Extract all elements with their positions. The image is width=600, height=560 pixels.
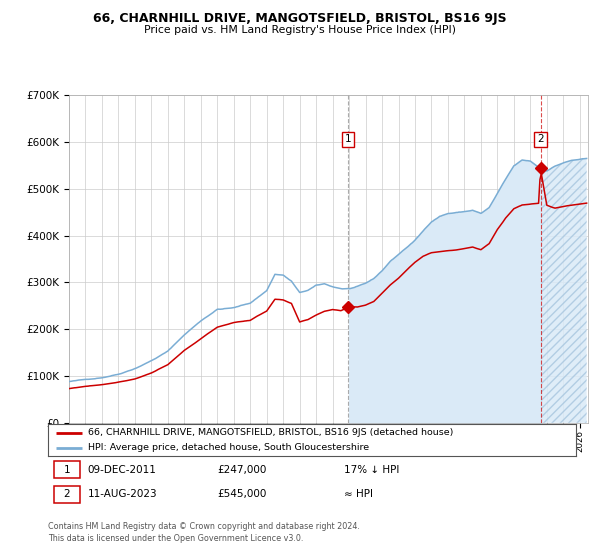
Text: £247,000: £247,000 (217, 465, 266, 475)
Text: 11-AUG-2023: 11-AUG-2023 (88, 489, 157, 500)
Text: 09-DEC-2011: 09-DEC-2011 (88, 465, 157, 475)
Text: 1: 1 (344, 134, 351, 144)
Text: 17% ↓ HPI: 17% ↓ HPI (344, 465, 399, 475)
FancyBboxPatch shape (55, 486, 80, 503)
Text: 2: 2 (64, 489, 70, 500)
Text: Contains HM Land Registry data © Crown copyright and database right 2024.
This d: Contains HM Land Registry data © Crown c… (48, 522, 360, 543)
Text: Price paid vs. HM Land Registry's House Price Index (HPI): Price paid vs. HM Land Registry's House … (144, 25, 456, 35)
FancyBboxPatch shape (55, 461, 80, 478)
Text: ≈ HPI: ≈ HPI (344, 489, 373, 500)
Text: 66, CHARNHILL DRIVE, MANGOTSFIELD, BRISTOL, BS16 9JS: 66, CHARNHILL DRIVE, MANGOTSFIELD, BRIST… (93, 12, 507, 25)
Text: 1: 1 (64, 465, 70, 475)
Text: 66, CHARNHILL DRIVE, MANGOTSFIELD, BRISTOL, BS16 9JS (detached house): 66, CHARNHILL DRIVE, MANGOTSFIELD, BRIST… (88, 428, 453, 437)
Text: £545,000: £545,000 (217, 489, 266, 500)
Text: HPI: Average price, detached house, South Gloucestershire: HPI: Average price, detached house, Sout… (88, 443, 369, 452)
Text: 2: 2 (537, 134, 544, 144)
